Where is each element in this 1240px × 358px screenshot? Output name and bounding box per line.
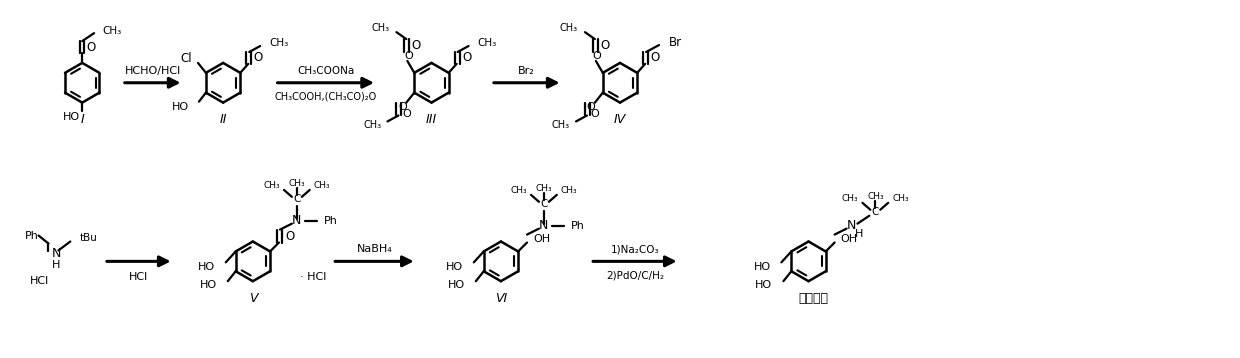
Text: 沙丁胺醇: 沙丁胺醇: [799, 291, 828, 305]
Text: CH₃: CH₃: [511, 187, 527, 195]
Text: C: C: [872, 207, 879, 217]
Text: Ph: Ph: [25, 231, 38, 241]
Text: NaBH₄: NaBH₄: [357, 245, 392, 255]
Text: O: O: [590, 108, 599, 118]
Text: HCl: HCl: [129, 272, 149, 282]
Text: OH: OH: [533, 233, 551, 243]
Text: HO: HO: [172, 102, 188, 112]
Text: CH₃: CH₃: [269, 38, 289, 48]
Text: 2)PdO/C/H₂: 2)PdO/C/H₂: [606, 270, 663, 280]
Text: I: I: [81, 113, 84, 126]
Text: O: O: [587, 102, 595, 112]
Text: HCHO/HCl: HCHO/HCl: [124, 66, 181, 76]
Text: V: V: [249, 291, 257, 305]
Text: O: O: [402, 108, 410, 118]
Text: Ph: Ph: [570, 221, 584, 231]
Text: N: N: [51, 247, 61, 260]
Text: II: II: [219, 113, 227, 126]
Text: HO: HO: [446, 262, 463, 272]
Text: CH₃: CH₃: [263, 182, 280, 190]
Text: CH₃: CH₃: [102, 26, 122, 36]
Text: N: N: [293, 214, 301, 227]
Text: CH₃: CH₃: [560, 187, 578, 195]
Text: HO: HO: [63, 112, 81, 122]
Text: O: O: [651, 52, 660, 64]
Text: HO: HO: [448, 280, 465, 290]
Text: CH₃: CH₃: [371, 23, 389, 33]
Text: Cl: Cl: [180, 52, 192, 66]
Text: CH₃COOH,(CH₃CO)₂O: CH₃COOH,(CH₃CO)₂O: [275, 92, 377, 102]
Text: Br: Br: [668, 35, 682, 49]
Text: N: N: [847, 219, 856, 232]
Text: Ph: Ph: [324, 216, 337, 226]
Text: HCl: HCl: [30, 276, 48, 286]
Text: O: O: [285, 230, 295, 243]
Text: CH₃: CH₃: [536, 184, 552, 193]
Text: HO: HO: [754, 262, 770, 272]
Text: O: O: [412, 39, 420, 52]
Text: C: C: [293, 194, 300, 204]
Text: CH₃: CH₃: [552, 120, 570, 130]
Text: O: O: [593, 51, 601, 61]
Text: CH₃: CH₃: [289, 179, 305, 188]
Text: VI: VI: [495, 291, 507, 305]
Text: O: O: [253, 52, 263, 64]
Text: III: III: [425, 113, 436, 126]
Text: O: O: [404, 51, 413, 61]
Text: IV: IV: [614, 113, 626, 126]
Text: HO: HO: [197, 262, 215, 272]
Text: Br₂: Br₂: [518, 66, 536, 76]
Text: H: H: [856, 228, 863, 238]
Text: CH₃: CH₃: [363, 120, 382, 130]
Text: · HCl: · HCl: [300, 272, 327, 282]
Text: CH₃: CH₃: [867, 192, 884, 201]
Text: CH₃: CH₃: [560, 23, 578, 33]
Text: H: H: [51, 260, 60, 270]
Text: CH₃: CH₃: [893, 194, 909, 203]
Text: tBu: tBu: [79, 233, 97, 242]
Text: CH₃: CH₃: [477, 38, 497, 48]
Text: O: O: [600, 39, 609, 52]
Text: O: O: [398, 102, 407, 112]
Text: C: C: [541, 199, 548, 209]
Text: O: O: [87, 40, 95, 54]
Text: 1)Na₂CO₃: 1)Na₂CO₃: [610, 245, 660, 255]
Text: O: O: [461, 52, 471, 64]
Text: OH: OH: [841, 233, 858, 243]
Text: HO: HO: [200, 280, 217, 290]
Text: CH₃: CH₃: [314, 182, 330, 190]
Text: HO: HO: [755, 280, 773, 290]
Text: CH₃: CH₃: [842, 194, 858, 203]
Text: N: N: [539, 219, 548, 232]
Text: CH₃COONa: CH₃COONa: [298, 66, 355, 76]
